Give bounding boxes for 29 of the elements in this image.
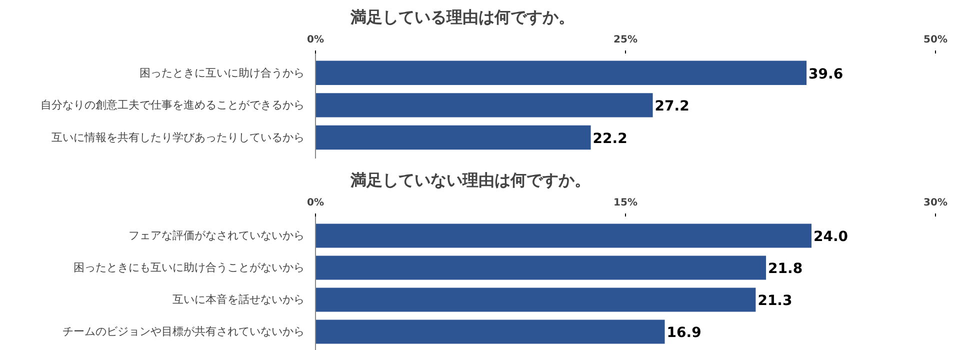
x-tick-label: 0% [307, 34, 324, 46]
x-tick-label: 0% [307, 198, 324, 208]
data-label: 16.9 [666, 325, 702, 342]
y-tick-label: 互いに本音を話せないから [172, 293, 304, 306]
data-label: 21.8 [768, 261, 803, 278]
chart-title: 満足している理由は何ですか。 [350, 8, 574, 26]
bar [316, 60, 807, 85]
x-tick-label: 15% [614, 198, 638, 208]
y-tick-label: フェアな評価がなされていないから [128, 229, 304, 242]
bar [316, 125, 591, 150]
y-tick-label: 互いに情報を共有したり学びあったりしているから [52, 131, 304, 144]
data-label: 27.2 [654, 98, 690, 115]
y-tick-label: 困ったときに互いに助け合うから [140, 66, 304, 80]
data-label: 22.2 [592, 131, 628, 147]
x-tick-label: 25% [614, 34, 638, 46]
x-tick-label: 30% [924, 198, 948, 208]
data-label: 21.3 [758, 293, 792, 310]
y-tick-label: チームのビジョンや目標が共有されていないから [62, 325, 304, 338]
bar [316, 320, 665, 344]
bar [316, 224, 812, 248]
x-tick-label: 50% [924, 34, 948, 46]
y-tick-label: 自分なりの創意工夫で仕事を進めることができるから [40, 98, 304, 112]
y-tick-label: 困ったときにも互いに助け合うことがないから [74, 261, 304, 274]
bar [316, 256, 766, 280]
chart-title: 満足していない理由は何ですか。 [350, 170, 590, 190]
data-label: 39.6 [808, 66, 844, 82]
bar [316, 288, 756, 312]
bar [316, 93, 653, 118]
data-label: 24.0 [814, 229, 848, 246]
